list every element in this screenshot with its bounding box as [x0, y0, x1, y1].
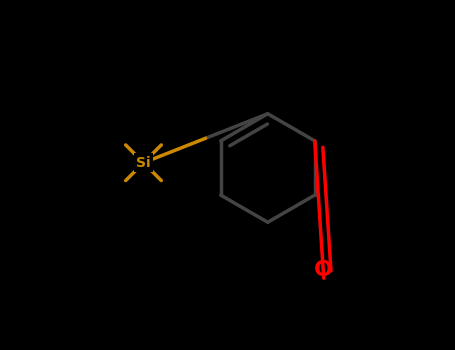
Text: O: O	[314, 259, 333, 280]
Text: Si: Si	[136, 156, 151, 170]
